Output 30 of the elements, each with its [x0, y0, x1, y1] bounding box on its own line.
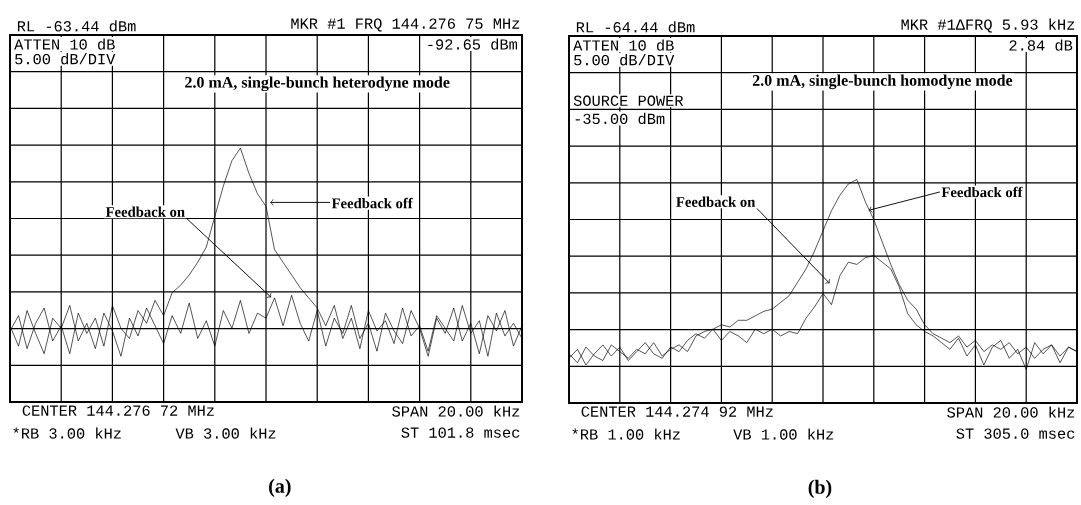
text: -92.65 dBm	[428, 38, 518, 50]
text: *RB 1.00 kHz	[572, 428, 680, 440]
text: RL -64.44 dBm	[576, 21, 695, 33]
chart-subtitle: 2.0 mA, single-bunch heterodyne mode	[185, 76, 450, 92]
text: CENTER 144.274 92 MHz	[581, 406, 773, 417]
legend-label: Feedback off	[941, 186, 1023, 198]
text: MKR #1 FRQ 144.276 75 MHz	[291, 18, 520, 32]
text: ATTEN 10 dB	[573, 39, 674, 51]
text: 2.84 dB	[1009, 39, 1073, 51]
chart-subtitle: 2.0 mA, single-bunch homodyne mode	[752, 74, 1013, 90]
text: VB 3.00 kHz	[175, 427, 276, 439]
text: (b)	[808, 479, 832, 498]
text: MKR #1ΔFRQ 5.93 kHz	[901, 18, 1075, 33]
text: ATTEN 10 dB	[14, 38, 115, 50]
text: (a)	[269, 478, 291, 497]
legend-label: Feedback off	[331, 197, 413, 209]
text: ST 305.0 msec	[956, 428, 1075, 439]
text: ST 101.8 msec	[401, 427, 520, 438]
text: RL -63.44 dBm	[17, 20, 136, 32]
text: CENTER 144.276 72 MHz	[22, 405, 214, 416]
text: SPAN 20.00 kHz	[947, 406, 1075, 418]
text: VB 1.00 kHz	[733, 428, 834, 440]
text: 5.00 dB/DIV	[574, 54, 675, 66]
text: SPAN 20.00 kHz	[392, 405, 520, 417]
text: 5.00 dB/DIV	[15, 53, 116, 65]
text: *RB 3.00 kHz	[13, 427, 121, 439]
source-note: SOURCE POWER	[573, 95, 684, 106]
text: Feedback on	[105, 206, 185, 217]
text: -35.00 dBm	[575, 112, 665, 125]
text: Feedback on	[676, 196, 756, 207]
